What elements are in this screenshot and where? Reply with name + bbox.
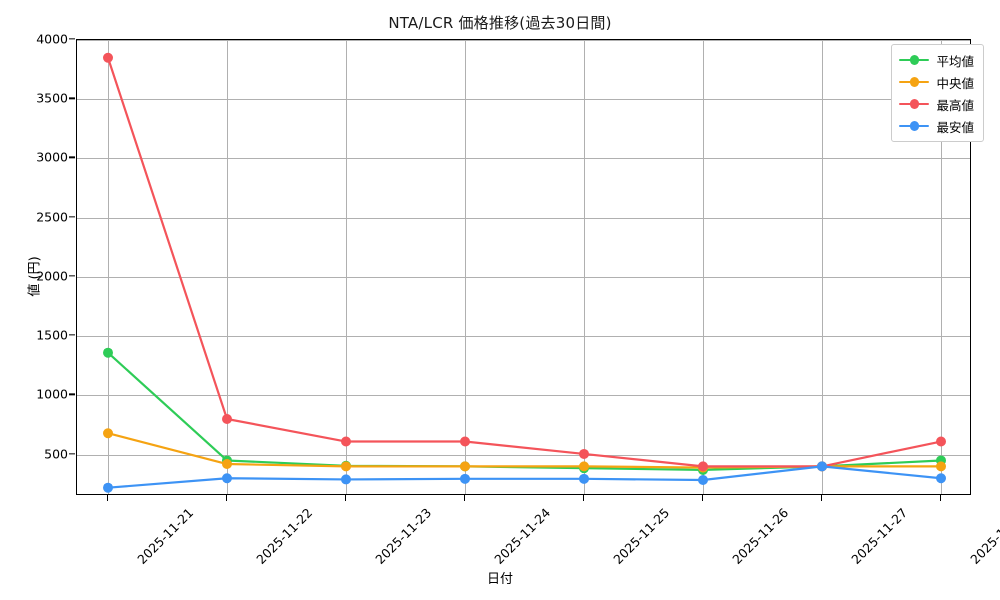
series-point (103, 347, 113, 358)
legend-marker-icon (899, 120, 930, 132)
y-axis-tick-label: 500 (44, 446, 68, 462)
series-point (460, 473, 470, 484)
x-axis-tick-mark (821, 495, 823, 501)
y-axis-tick-mark (69, 38, 75, 40)
series-point (341, 436, 351, 447)
chart-legend: 平均値中央値最高値最安値 (891, 44, 984, 142)
series-point (579, 473, 589, 484)
series-point (579, 461, 589, 472)
gridline-vertical (465, 40, 466, 494)
y-axis-tick-label: 2500 (36, 209, 68, 225)
gridline-horizontal (77, 454, 970, 456)
legend-item-label: 最安値 (936, 119, 974, 135)
gridline-horizontal (77, 336, 970, 338)
legend-marker-icon (899, 54, 930, 66)
series-point (103, 482, 113, 493)
y-axis-tick-mark (69, 393, 75, 395)
gridline-vertical (584, 40, 585, 494)
legend-item[interactable]: 最高値 (899, 94, 974, 114)
y-axis-tick-mark (69, 97, 75, 99)
x-axis-tick-mark (464, 495, 466, 501)
legend-marker-icon (899, 98, 930, 110)
gridline-horizontal (77, 217, 970, 219)
series-point (222, 473, 232, 484)
gridline-horizontal (77, 158, 970, 160)
series-line (106, 56, 943, 468)
x-axis-label: 日付 (486, 572, 513, 587)
y-axis-tick-label: 1500 (36, 327, 68, 343)
series-point (698, 461, 708, 472)
y-axis-tick-label: 1000 (36, 386, 68, 402)
plot-area (76, 39, 971, 495)
x-axis-tick-mark (226, 495, 228, 501)
x-axis-tick-mark (702, 495, 704, 501)
x-axis-tick-label: 2025-11-26 (729, 505, 792, 567)
series-layer (103, 52, 946, 493)
y-axis-tick-mark (69, 156, 75, 159)
x-axis-tick-mark (583, 495, 585, 501)
gridline-horizontal (77, 40, 970, 41)
y-axis-tick-label: 3500 (36, 90, 68, 106)
series-line (106, 351, 943, 472)
series-line (106, 432, 943, 469)
series-point (579, 448, 589, 459)
gridline-vertical (703, 40, 704, 494)
series-point (341, 461, 351, 472)
legend-item-label: 平均値 (936, 53, 974, 69)
series-point (936, 436, 946, 447)
grid-lines (77, 40, 970, 494)
series-point (460, 436, 470, 447)
series-point (222, 459, 232, 470)
gridline-vertical (227, 40, 228, 494)
gridline-vertical (941, 40, 942, 494)
series-point (341, 474, 351, 485)
x-axis-tick-label: 2025-11-25 (610, 505, 673, 567)
x-axis-tick-label: 2025-11-24 (491, 505, 554, 567)
y-axis-tick-mark (69, 275, 75, 277)
x-axis-tick-label: 2025-11-27 (848, 505, 911, 567)
series-line (106, 465, 943, 489)
x-axis-tick-label: 2025-11-22 (253, 505, 316, 567)
series-point (936, 473, 946, 484)
gridline-vertical (108, 40, 109, 494)
series-point (222, 414, 232, 425)
x-axis-tick-mark (345, 495, 347, 501)
chart-title: NTA/LCR 価格推移(過去30日間) (388, 14, 612, 32)
series-point (103, 428, 113, 439)
x-axis-tick-mark (107, 495, 109, 501)
x-axis-tick-mark (940, 495, 942, 501)
series-point (698, 475, 708, 486)
gridline-horizontal (77, 276, 970, 278)
gridline-horizontal (77, 99, 970, 101)
gridline-vertical (822, 40, 823, 494)
legend-item[interactable]: 中央値 (899, 72, 974, 92)
x-axis-tick-label: 2025-11-21 (134, 505, 197, 567)
x-axis-tick-label: 2025-11-23 (372, 505, 435, 567)
legend-item[interactable]: 最安値 (899, 116, 974, 136)
legend-item[interactable]: 平均値 (899, 50, 974, 70)
legend-item-label: 最高値 (936, 97, 974, 113)
gridline-horizontal (77, 395, 970, 397)
y-axis-tick-label: 4000 (36, 31, 68, 47)
legend-item-label: 中央値 (936, 75, 974, 91)
y-axis-tick-label: 3000 (36, 149, 68, 165)
legend-marker-icon (899, 76, 930, 88)
series-point (817, 461, 827, 472)
x-axis-tick-label: 2025-11-28 (967, 505, 1000, 567)
gridline-vertical (346, 40, 347, 494)
y-axis-tick-label: 2000 (36, 268, 68, 284)
y-axis-tick-mark (69, 334, 75, 336)
y-axis-tick-mark (69, 216, 75, 218)
series-point (103, 52, 113, 63)
series-point (460, 461, 470, 472)
y-axis-tick-mark (69, 452, 75, 455)
series-point (936, 461, 946, 472)
